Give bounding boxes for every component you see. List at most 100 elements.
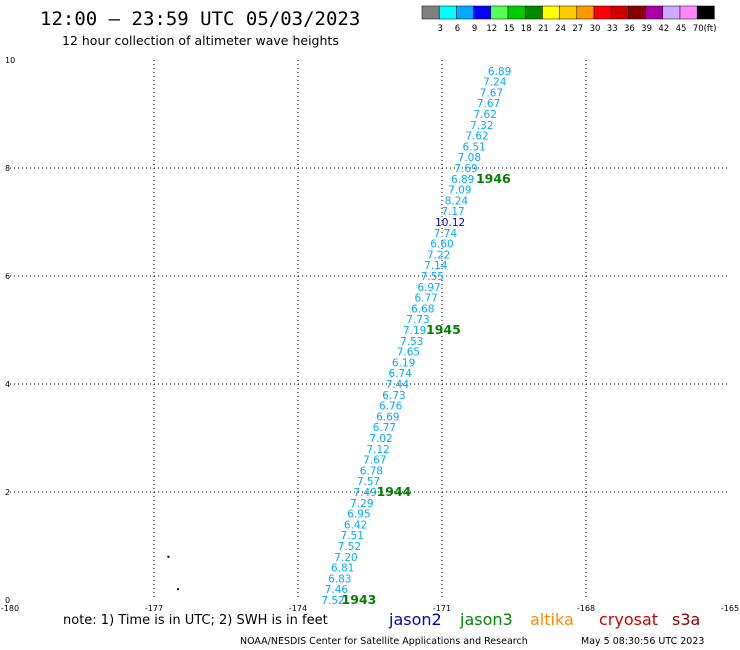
swh-label: 6.69 [376, 411, 399, 423]
swh-label: 7.52 [321, 595, 344, 607]
color-scale-legend: 3 6 9 12 15 18 21 24 27 30 33 36 39 42 45 70 (ft) [421, 5, 717, 34]
x-tick-label: -174 [289, 604, 307, 613]
satellite-name: altika [530, 610, 574, 629]
legend-label: 3 [437, 24, 442, 34]
chart-title: 12:00 – 23:59 UTC 05/03/2023 [40, 8, 360, 30]
x-axis-ticks: -180 -177 -174 -171 -168 -165 [1, 604, 739, 613]
time-label: 1943 [342, 592, 377, 607]
satellite-name: cryosat [599, 610, 658, 629]
legend-swatch [628, 5, 646, 20]
x-tick-label: -171 [433, 604, 451, 613]
legend-swatch [593, 5, 612, 20]
grid-lines [10, 60, 730, 600]
swh-label: 7.22 [427, 249, 450, 261]
swh-label: 7.32 [470, 120, 493, 132]
swh-label: 7.73 [406, 314, 429, 326]
satellite-name: jason2 [388, 610, 442, 629]
swh-label: 8.24 [445, 195, 469, 207]
legend-swatch [421, 5, 440, 20]
swh-label: 7.46 [325, 584, 349, 596]
legend-swatch [542, 5, 560, 20]
x-tick-label: -177 [145, 604, 163, 613]
swh-label: 10.12 [435, 217, 465, 229]
legend-swatch [662, 5, 681, 20]
y-tick-label: 0 [5, 596, 10, 605]
swh-label: 6.83 [328, 573, 351, 585]
legend-swatch [456, 5, 474, 20]
satellite-legend: jason2 jason3 altika cryosat s3a [388, 610, 700, 629]
legend-label: 15 [504, 24, 515, 34]
swh-label: 7.53 [400, 336, 423, 348]
y-tick-label: 2 [5, 488, 10, 497]
swh-label: 7.74 [434, 228, 458, 240]
legend-label: 70 [693, 24, 704, 34]
swh-label: 6.73 [382, 390, 405, 402]
swh-label: 6.51 [462, 141, 485, 153]
legend-label: 45 [676, 24, 687, 34]
swh-label: 7.09 [448, 185, 471, 197]
swh-label: 6.60 [430, 239, 453, 251]
swh-label: 7.57 [357, 476, 380, 488]
legend-label: 6 [455, 24, 460, 34]
x-tick-label: -168 [577, 604, 595, 613]
swh-label: 6.77 [373, 422, 396, 434]
y-tick-label: 6 [5, 272, 10, 281]
legend-label: 30 [590, 24, 601, 34]
swh-label: 6.78 [360, 465, 383, 477]
x-tick-label: -180 [1, 604, 19, 613]
legend-swatch [645, 5, 664, 20]
swh-label: 7.49 [354, 487, 377, 499]
swh-label: 7.19 [403, 325, 426, 337]
satellite-name: s3a [672, 610, 700, 629]
x-tick-label: -165 [721, 604, 739, 613]
swh-label: 7.52 [338, 541, 361, 553]
swh-label: 6.81 [331, 563, 354, 575]
swh-label: 7.02 [369, 433, 392, 445]
time-label: 1945 [426, 322, 461, 337]
legend-swatch [679, 5, 698, 20]
swh-label: 7.62 [474, 109, 497, 121]
swh-label: 6.89 [488, 66, 511, 78]
time-labels: 1946 1945 1944 1943 [342, 171, 511, 607]
legend-label: 27 [572, 24, 583, 34]
swh-points: 6.897.247.677.677.627.327.626.517.087.69… [321, 66, 511, 607]
legend-label: 39 [641, 24, 652, 34]
swh-label: 7.67 [363, 455, 386, 467]
swh-label: 7.29 [350, 498, 373, 510]
legend-swatch [610, 5, 629, 20]
swh-label: 6.42 [344, 519, 367, 531]
legend-label: 21 [538, 24, 549, 34]
swh-label: 7.44 [386, 379, 410, 391]
swh-label: 7.67 [477, 98, 500, 110]
footer-credit: NOAA/NESDIS Center for Satellite Applica… [240, 636, 528, 647]
swh-label: 6.77 [414, 293, 437, 305]
swh-label: 7.17 [441, 206, 464, 218]
swh-label: 7.14 [424, 260, 448, 272]
swh-label: 6.76 [379, 401, 403, 413]
swh-label: 7.69 [454, 163, 477, 175]
swh-label: 7.20 [334, 552, 357, 564]
legend-swatch [438, 5, 457, 20]
track-dot [177, 588, 179, 591]
legend-label: 36 [624, 24, 635, 34]
legend-swatch [507, 5, 526, 20]
y-tick-label: 8 [5, 164, 10, 173]
swh-label: 7.65 [397, 347, 420, 359]
legend-label: 9 [472, 24, 477, 34]
satellite-name: jason3 [459, 610, 513, 629]
legend-unit: (ft) [704, 24, 717, 34]
legend-label: 24 [555, 24, 566, 34]
swh-label: 7.62 [465, 131, 488, 143]
swh-label: 7.55 [421, 271, 444, 283]
time-label: 1946 [476, 171, 511, 186]
swh-label: 6.19 [392, 357, 415, 369]
stray-dots [167, 555, 179, 591]
swh-label: 6.74 [389, 368, 413, 380]
legend-label: 18 [521, 24, 532, 34]
legend-swatch [576, 5, 595, 20]
legend-label: 33 [607, 24, 618, 34]
swh-label: 7.12 [366, 444, 389, 456]
chart-subtitle: 12 hour collection of altimeter wave hei… [62, 33, 339, 48]
